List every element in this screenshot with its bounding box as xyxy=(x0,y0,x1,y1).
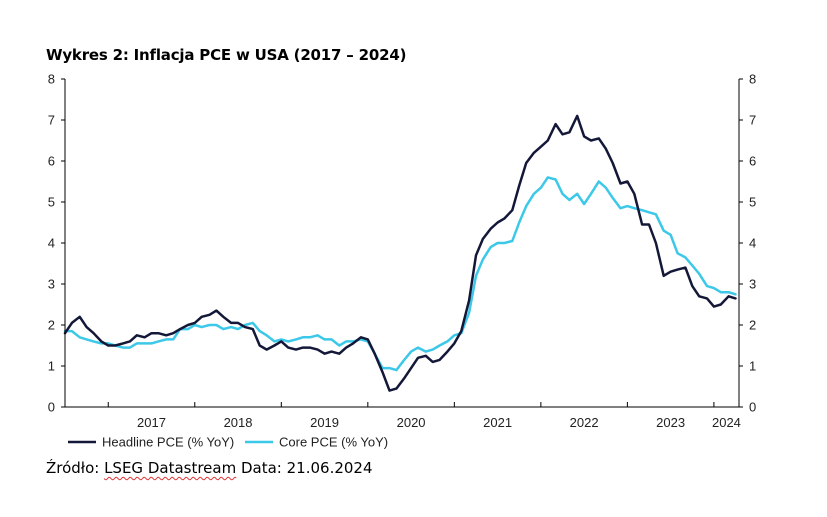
x-tick-label: 2022 xyxy=(570,415,599,430)
series-line xyxy=(63,114,737,392)
y-tick-label-left: 1 xyxy=(48,359,55,374)
y-tick-label-right: 4 xyxy=(749,236,756,251)
x-tick-label: 2023 xyxy=(656,415,685,430)
series-line xyxy=(63,176,737,372)
y-tick-label-left: 5 xyxy=(48,195,55,210)
x-axis-ticks xyxy=(107,402,715,407)
y-tick-label-right: 0 xyxy=(749,400,756,415)
y-tick-label-left: 2 xyxy=(48,318,55,333)
x-tick-label: 2021 xyxy=(483,415,512,430)
legend-label: Core PCE (% YoY) xyxy=(279,435,388,450)
legend-label: Headline PCE (% YoY) xyxy=(102,435,234,450)
y-axis-right-labels: 0 1 2 3 4 5 6 7 8 xyxy=(739,72,756,415)
y-tick-label-right: 7 xyxy=(749,113,756,128)
y-tick-label-right: 2 xyxy=(749,318,756,333)
x-tick-label: 2024 xyxy=(712,415,741,430)
y-tick-label-right: 8 xyxy=(749,72,756,87)
series-lines xyxy=(63,114,737,392)
y-tick-label-right: 3 xyxy=(749,277,756,292)
y-axis-left-labels: 0 1 2 3 4 5 6 7 8 xyxy=(48,72,65,415)
y-tick-label-left: 6 xyxy=(48,154,55,169)
chart-title: Wykres 2: Inflacja PCE w USA (2017 – 202… xyxy=(46,46,407,64)
y-tick-label-left: 0 xyxy=(48,400,55,415)
legend: Headline PCE (% YoY) Core PCE (% YoY) xyxy=(68,435,388,450)
x-tick-label: 2018 xyxy=(224,415,253,430)
source-date: Data: 21.06.2024 xyxy=(236,459,373,477)
y-tick-label-right: 5 xyxy=(749,195,756,210)
y-tick-label-left: 7 xyxy=(48,113,55,128)
source-note: Źródło: LSEG Datastream Data: 21.06.2024 xyxy=(46,459,373,477)
x-axis-labels: 2017 2018 2019 2020 2021 2022 2023 2024 xyxy=(137,415,741,430)
x-tick-label: 2020 xyxy=(397,415,426,430)
source-prefix: Źródło: xyxy=(46,459,105,477)
y-tick-label-right: 1 xyxy=(749,359,756,374)
y-tick-label-left: 3 xyxy=(48,277,55,292)
x-tick-label: 2017 xyxy=(137,415,166,430)
source-provider: LSEG Datastream xyxy=(104,459,237,477)
y-tick-label-left: 4 xyxy=(48,236,55,251)
x-tick-label: 2019 xyxy=(310,415,339,430)
y-tick-label-right: 6 xyxy=(749,154,756,169)
y-tick-label-left: 8 xyxy=(48,72,55,87)
